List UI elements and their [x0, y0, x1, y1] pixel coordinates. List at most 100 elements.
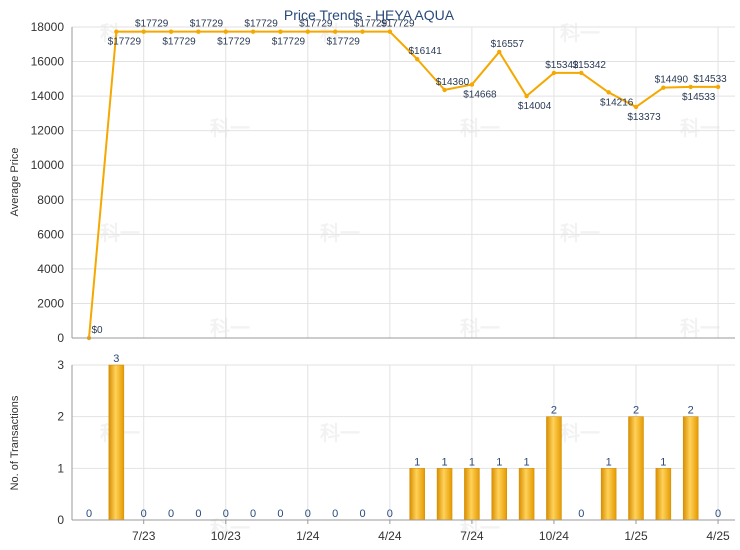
x-tick-label: 1/24	[296, 529, 320, 543]
price-data-label: $17729	[326, 37, 360, 48]
price-point	[688, 84, 693, 90]
x-tick-label: 7/23	[132, 529, 156, 543]
transaction-count-label: 2	[551, 405, 557, 417]
price-tick-label: 12000	[31, 124, 65, 138]
price-point	[387, 29, 393, 34]
price-data-label: $14668	[463, 90, 497, 101]
transaction-bar	[108, 364, 125, 521]
transaction-bar	[682, 416, 699, 521]
transaction-bar	[464, 468, 480, 521]
price-data-label: $14533	[693, 74, 727, 85]
price-tick-label: 16000	[31, 55, 65, 69]
price-point	[469, 82, 475, 87]
watermark-text: 科一	[210, 316, 250, 340]
watermark-text: 科一	[680, 116, 720, 140]
watermark-text: 科一	[680, 316, 720, 340]
transaction-count-label: 0	[277, 508, 283, 520]
price-tick-label: 8000	[37, 193, 64, 207]
price-point	[305, 29, 310, 34]
price-point	[223, 29, 228, 34]
price-point	[141, 29, 146, 34]
transaction-count-label: 3	[113, 353, 119, 365]
transaction-count-label: 0	[250, 508, 256, 520]
price-data-label: $13373	[627, 112, 661, 123]
transaction-count-label: 0	[223, 508, 229, 520]
x-tick-label: 1/25	[624, 529, 648, 543]
price-point	[168, 29, 174, 34]
price-data-label: $17729	[190, 19, 224, 30]
watermark-text: 科一	[460, 316, 500, 340]
transaction-count-label: 1	[660, 456, 666, 468]
transactions-tick-label: 2	[57, 410, 64, 424]
price-data-label: $0	[91, 325, 103, 336]
watermark-text: 科一	[320, 21, 360, 45]
transactions-tick-label: 1	[57, 461, 64, 475]
transaction-count-label: 2	[633, 405, 639, 417]
price-data-label: $17729	[299, 19, 333, 30]
transaction-count-label: 0	[141, 508, 147, 520]
transaction-count-label: 0	[195, 508, 201, 520]
watermark-text: 科一	[560, 21, 600, 45]
price-data-label: $15342	[545, 60, 579, 71]
transaction-count-label: 2	[688, 405, 694, 417]
price-data-label: $17729	[217, 37, 251, 48]
price-point	[497, 49, 502, 55]
price-point	[114, 29, 119, 34]
transaction-count-label: 0	[168, 508, 174, 520]
price-tick-label: 2000	[37, 296, 64, 310]
bars-layer	[108, 364, 699, 521]
transaction-count-label: 0	[387, 508, 393, 520]
transaction-count-label: 0	[715, 508, 721, 520]
transaction-count-label: 0	[86, 508, 92, 520]
transaction-count-label: 0	[578, 508, 584, 520]
price-point	[579, 70, 584, 76]
transaction-bar	[628, 416, 644, 521]
transactions-tick-label: 3	[57, 358, 64, 372]
transaction-bar	[546, 416, 562, 521]
transaction-count-label: 0	[305, 508, 311, 520]
transaction-bar	[655, 468, 672, 521]
transaction-count-label: 1	[441, 456, 447, 468]
x-tick-label: 10/23	[211, 529, 241, 543]
price-point	[606, 90, 611, 95]
price-tick-label: 14000	[31, 89, 65, 103]
price-data-label: $14216	[600, 97, 634, 108]
price-point	[415, 56, 420, 62]
price-point	[360, 29, 365, 34]
watermark-text: 科一	[100, 21, 140, 45]
price-tick-label: 18000	[31, 20, 65, 34]
transactions-tick-label: 0	[57, 513, 64, 527]
price-data-label: $16141	[409, 46, 443, 57]
transaction-count-label: 1	[414, 456, 420, 468]
watermark-text: 科一	[210, 116, 250, 140]
transactions-y-axis-label: No. of Transactions	[9, 395, 21, 490]
transaction-bar	[600, 468, 617, 521]
price-data-label: $17729	[381, 19, 415, 30]
transaction-bar	[436, 468, 453, 521]
price-data-label: $14533	[682, 92, 716, 103]
price-point	[196, 29, 201, 34]
watermark-text: 科一	[100, 221, 140, 245]
price-data-label: $17729	[272, 37, 306, 48]
watermark-text: 科一	[560, 221, 600, 245]
price-data-label: $17729	[108, 37, 142, 48]
price-point	[250, 29, 256, 34]
chart-title: Price Trends - HEYA AQUA	[284, 7, 455, 23]
watermark-text: 科一	[560, 421, 600, 445]
watermark-text: 科一	[460, 116, 500, 140]
price-point	[661, 85, 666, 90]
price-tick-label: 6000	[37, 227, 64, 241]
x-tick-label: 7/24	[460, 529, 484, 543]
price-data-label: $17729	[135, 19, 169, 30]
transaction-count-label: 1	[524, 456, 530, 468]
price-y-axis-label: Average Price	[9, 148, 21, 217]
price-point	[633, 104, 639, 110]
transaction-bar	[518, 468, 535, 521]
price-data-label: $17729	[244, 19, 278, 30]
price-data-label: $14004	[518, 101, 552, 112]
transaction-bar	[409, 468, 425, 521]
price-data-label: $15342	[573, 60, 607, 71]
price-point	[442, 87, 447, 93]
price-point	[278, 29, 283, 34]
